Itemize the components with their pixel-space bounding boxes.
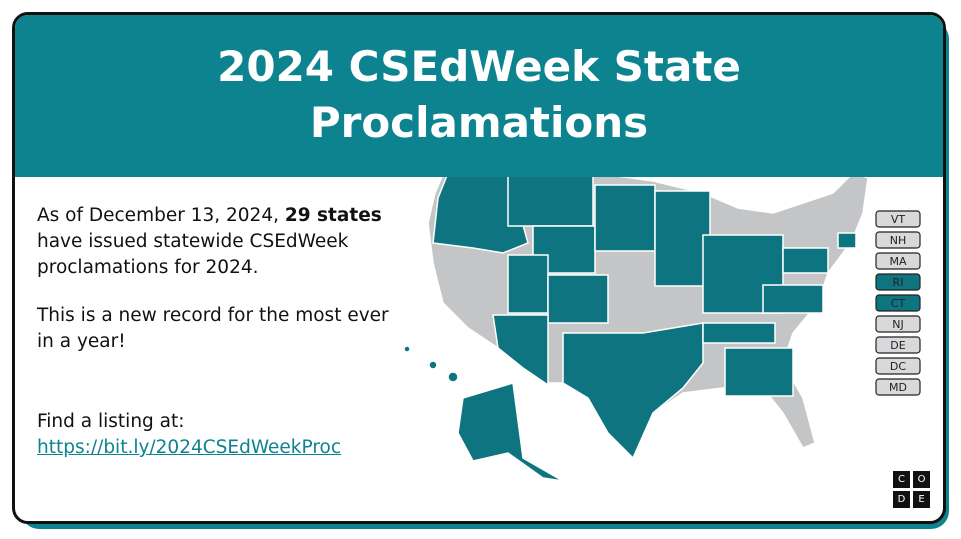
state-box: [875, 315, 921, 333]
state-label: MD: [889, 381, 907, 394]
logo-letter: E: [913, 491, 930, 508]
state-label: CT: [891, 297, 906, 310]
state-box: [875, 378, 921, 396]
state-box: [875, 210, 921, 228]
state-label: RI: [893, 276, 904, 289]
state-label: VT: [891, 213, 906, 226]
logo-letter: O: [913, 471, 930, 488]
state-label: DC: [890, 360, 906, 373]
us-map: VT NH MA RI CT NJ DE DC MD: [403, 162, 921, 482]
state-box: [875, 357, 921, 375]
title-line: 2024 CSEdWeek State: [217, 42, 741, 91]
card: VT NH MA RI CT NJ DE DC MD 2024 CSEdWeek State P…: [12, 12, 946, 524]
text: As of December 13, 2024,: [37, 205, 285, 226]
state-label: NH: [890, 234, 907, 247]
header: 2024 CSEdWeek State Proclamations: [15, 15, 943, 177]
state-box: [875, 273, 921, 291]
text: have issued statewide CSEdWeek proclamat…: [37, 231, 349, 278]
bold-text: 29 states: [284, 205, 382, 226]
logo-letter: D: [893, 491, 910, 508]
body-text: As of December 13, 2024, 29 states have …: [37, 203, 397, 483]
state-box: [875, 231, 921, 249]
paragraph: Find a listing at: https://bit.ly/2024CSE…: [37, 409, 397, 461]
state-label: NJ: [892, 318, 903, 331]
state-box: [875, 252, 921, 270]
paragraph: This is a new record for the most ever i…: [37, 305, 389, 352]
state-label: MA: [889, 255, 906, 268]
link[interactable]: https://bit.ly/2024CSEdWeekProc: [37, 437, 342, 458]
issued-states: [403, 170, 857, 482]
logo-letter: C: [893, 471, 910, 488]
state-box: [875, 294, 921, 312]
text: Find a listing at:: [37, 411, 185, 432]
state-box: [875, 336, 921, 354]
title-line: Proclamations: [309, 98, 649, 147]
state-label: DE: [890, 339, 905, 352]
paragraph: As of December 13, 2024, 29 states have …: [37, 203, 397, 281]
